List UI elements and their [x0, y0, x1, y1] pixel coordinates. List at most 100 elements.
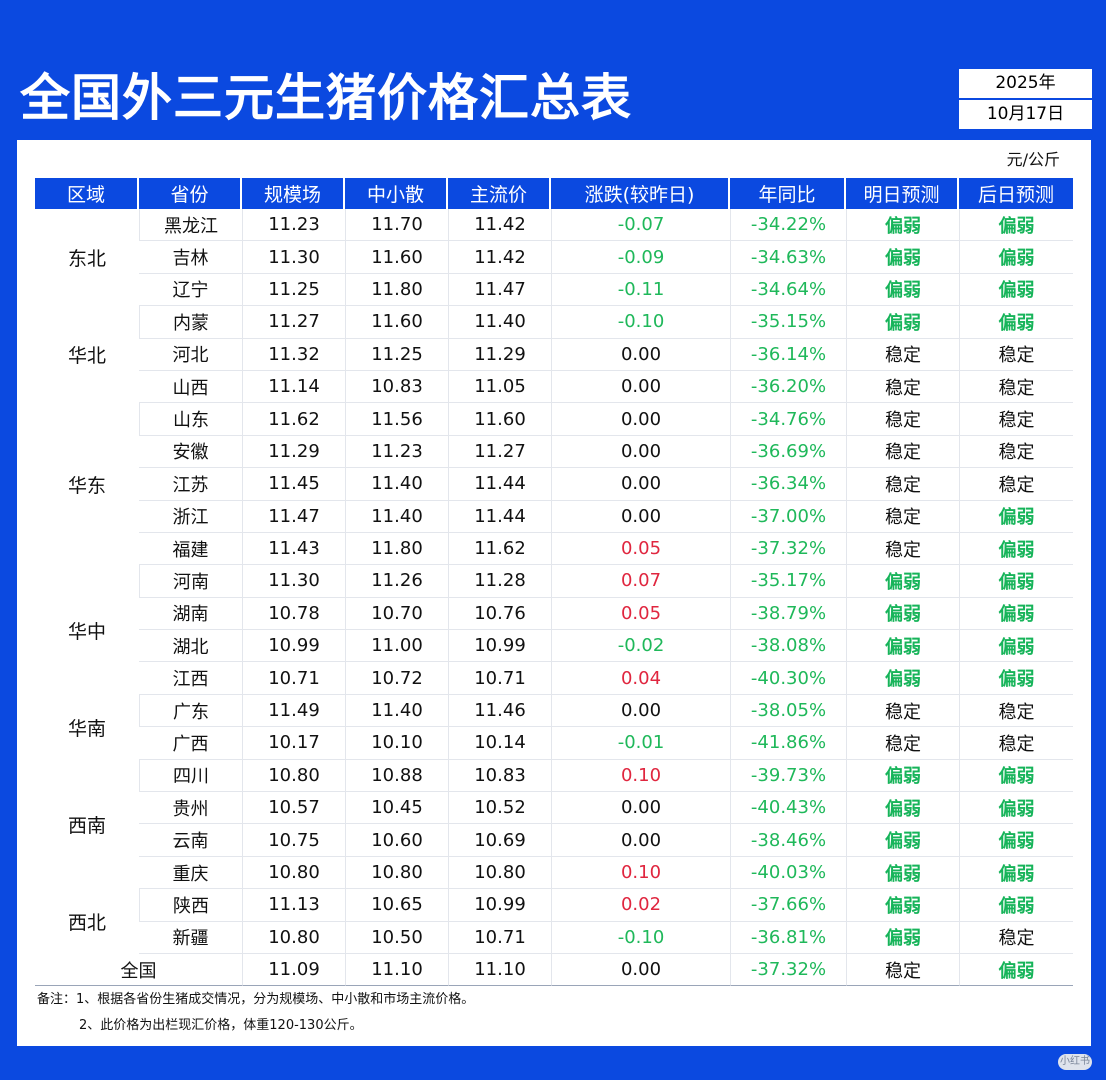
large-farm-price-cell: 10.17 [242, 727, 345, 760]
tomorrow-forecast-cell: 偏弱 [846, 921, 959, 954]
small-farm-price-cell: 11.70 [345, 209, 448, 242]
small-farm-price-cell: 11.40 [345, 694, 448, 728]
province-cell: 河北 [139, 339, 242, 371]
province-cell: 四川 [139, 759, 242, 793]
yoy-cell: -34.22% [730, 209, 846, 242]
small-farm-price-cell: 11.56 [345, 403, 448, 436]
tomorrow-forecast-cell: 偏弱 [846, 273, 959, 307]
table-row: 重庆 10.80 10.80 10.80 0.10 -40.03% 偏弱 偏弱 [35, 856, 1073, 890]
tomorrow-forecast-cell: 稳定 [846, 338, 959, 371]
tomorrow-forecast-cell: 稳定 [846, 500, 959, 533]
tomorrow-forecast-cell: 偏弱 [846, 759, 959, 793]
change-cell: -0.02 [551, 630, 730, 663]
note-1: 备注：1、根据各省份生猪成交情况，分为规模场、中小散和市场主流价格。 [37, 992, 475, 1007]
change-cell: -0.10 [551, 921, 730, 954]
table-row: 安徽 11.29 11.23 11.27 0.00 -36.69% 稳定 稳定 [35, 435, 1073, 469]
large-farm-price-cell: 10.80 [242, 921, 345, 954]
table-row: 辽宁 11.25 11.80 11.47 -0.11 -34.64% 偏弱 偏弱 [35, 273, 1073, 307]
large-farm-price-cell: 10.57 [242, 792, 345, 825]
change-cell: 0.10 [551, 759, 730, 793]
large-farm-price-cell: 11.30 [242, 241, 345, 274]
province-cell: 江苏 [139, 468, 242, 501]
small-farm-price-cell: 11.23 [345, 435, 448, 469]
yoy-cell: -36.20% [730, 370, 846, 404]
national-row: 全国 11.09 11.10 11.10 0.00 -37.32% 稳定 偏弱 [35, 953, 1073, 987]
day-after-forecast-cell: 偏弱 [959, 532, 1073, 566]
yoy-cell: -37.00% [730, 500, 846, 533]
mainstream-price-cell: 11.29 [448, 338, 551, 371]
table-row: 湖北 10.99 11.00 10.99 -0.02 -38.08% 偏弱 偏弱 [35, 630, 1073, 663]
province-cell: 江西 [139, 662, 242, 695]
change-cell: -0.07 [551, 209, 730, 242]
province-cell: 贵州 [139, 792, 242, 825]
yoy-cell: -36.69% [730, 435, 846, 469]
date-box: 2025年 10月17日 [958, 68, 1093, 130]
day-after-forecast-cell: 偏弱 [959, 306, 1073, 339]
province-cell: 内蒙 [139, 306, 242, 339]
tomorrow-forecast-cell: 稳定 [846, 727, 959, 760]
small-farm-price-cell: 10.88 [345, 759, 448, 793]
province-cell: 重庆 [139, 857, 242, 890]
table-row: 广西 10.17 10.10 10.14 -0.01 -41.86% 稳定 稳定 [35, 727, 1073, 760]
yoy-cell: -36.81% [730, 921, 846, 954]
change-cell: 0.02 [551, 889, 730, 922]
table-row: 山西 11.14 10.83 11.05 0.00 -36.20% 稳定 稳定 [35, 370, 1073, 404]
table-row: 吉林 11.30 11.60 11.42 -0.09 -34.63% 偏弱 偏弱 [35, 241, 1073, 274]
large-farm-price-cell: 11.23 [242, 209, 345, 242]
small-farm-price-cell: 11.80 [345, 532, 448, 566]
mainstream-price-cell: 11.28 [448, 565, 551, 598]
province-cell: 陕西 [139, 889, 242, 922]
province-cell: 山东 [139, 403, 242, 436]
mainstream-price-cell: 11.62 [448, 532, 551, 566]
header-day-after-forecast: 后日预测 [959, 178, 1073, 209]
large-farm-price-cell: 11.47 [242, 500, 345, 533]
large-farm-price-cell: 10.80 [242, 759, 345, 793]
region-cell: 西南 [67, 814, 106, 837]
mainstream-price-cell: 11.44 [448, 500, 551, 533]
day-after-forecast-cell: 偏弱 [959, 824, 1073, 857]
small-farm-price-cell: 10.70 [345, 597, 448, 631]
province-cell: 福建 [139, 533, 242, 566]
day-after-forecast-cell: 偏弱 [959, 565, 1073, 598]
table-row: 华南 广东 11.49 11.40 11.46 0.00 -38.05% 稳定 稳定 [35, 694, 1073, 740]
province-cell: 河南 [139, 565, 242, 598]
mainstream-price-cell: 11.42 [448, 209, 551, 242]
table-row: 新疆 10.80 10.50 10.71 -0.10 -36.81% 偏弱 稳定 [35, 921, 1073, 954]
day-after-forecast-cell: 偏弱 [959, 889, 1073, 922]
price-table: 区域 省份 规模场 中小散 主流价 涨跌(较昨日) 年同比 明日预测 后日预测 … [35, 178, 1073, 987]
region-cell: 华北 [67, 345, 106, 368]
national-tomorrow-forecast-cell: 稳定 [846, 953, 959, 987]
region-cell: 东北 [67, 248, 106, 271]
national-mainstream-price-cell: 11.10 [448, 953, 551, 987]
day-after-forecast-cell: 稳定 [959, 370, 1073, 404]
mainstream-price-cell: 11.46 [448, 694, 551, 728]
table-panel: 元/公斤 区域 省份 规模场 中小散 主流价 涨跌(较昨日) 年同比 明日预测 … [17, 140, 1091, 1046]
yoy-cell: -34.63% [730, 241, 846, 274]
table-row: 浙江 11.47 11.40 11.44 0.00 -37.00% 稳定 偏弱 [35, 500, 1073, 533]
province-cell: 新疆 [139, 922, 242, 954]
large-farm-price-cell: 11.62 [242, 403, 345, 436]
tomorrow-forecast-cell: 稳定 [846, 694, 959, 728]
yoy-cell: -35.17% [730, 565, 846, 598]
yoy-cell: -38.79% [730, 597, 846, 631]
region-cell: 华东 [67, 474, 106, 497]
national-day-after-forecast-cell: 偏弱 [959, 953, 1073, 987]
change-cell: -0.11 [551, 273, 730, 307]
small-farm-price-cell: 10.50 [345, 921, 448, 954]
day-after-forecast-cell: 偏弱 [959, 630, 1073, 663]
large-farm-price-cell: 11.43 [242, 532, 345, 566]
small-farm-price-cell: 11.40 [345, 468, 448, 501]
small-farm-price-cell: 10.10 [345, 727, 448, 760]
change-cell: 0.00 [551, 403, 730, 436]
large-farm-price-cell: 10.75 [242, 824, 345, 857]
large-farm-price-cell: 10.78 [242, 597, 345, 631]
province-cell: 广西 [139, 727, 242, 760]
header-province: 省份 [139, 178, 242, 209]
change-cell: 0.00 [551, 694, 730, 728]
yoy-cell: -40.43% [730, 792, 846, 825]
day-after-forecast-cell: 稳定 [959, 921, 1073, 954]
large-farm-price-cell: 11.14 [242, 370, 345, 404]
tomorrow-forecast-cell: 偏弱 [846, 824, 959, 857]
unit-label: 元/公斤 [1006, 150, 1060, 169]
national-change-cell: 0.00 [551, 953, 730, 987]
